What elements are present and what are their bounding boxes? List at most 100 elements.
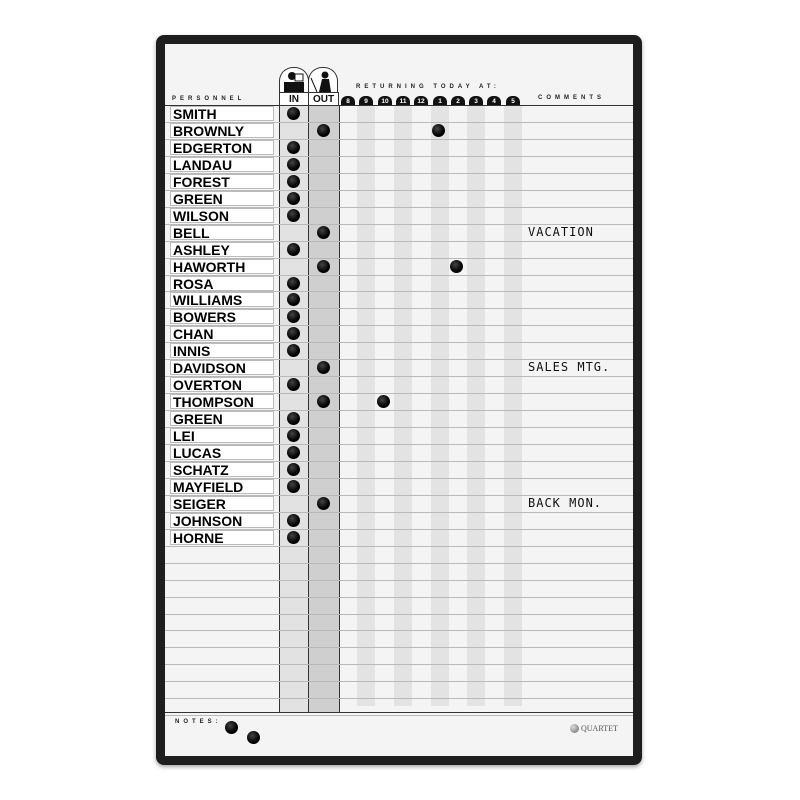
status-magnet-in[interactable] <box>287 242 300 256</box>
comments-label: COMMENTS <box>538 95 605 101</box>
time-slot-label: 5 <box>506 96 520 106</box>
personnel-name[interactable]: CHAN <box>170 326 274 342</box>
time-column-stripe <box>357 106 375 706</box>
row-line <box>165 664 633 666</box>
person-walking-out-icon <box>308 67 338 94</box>
personnel-name[interactable]: SEIGER <box>170 495 274 511</box>
brand-logo: QUARTET <box>581 724 618 733</box>
personnel-name[interactable]: BROWNLY <box>170 122 274 138</box>
personnel-name[interactable]: SMITH <box>170 106 274 121</box>
time-slot-label: 12 <box>414 96 428 106</box>
row-line <box>165 393 633 395</box>
personnel-name[interactable]: BOWERS <box>170 309 274 325</box>
time-column-stripe <box>394 106 412 706</box>
row-line <box>165 342 633 344</box>
status-magnet-out[interactable] <box>317 395 330 409</box>
status-magnet-in[interactable] <box>287 412 300 426</box>
status-magnet-in[interactable] <box>287 191 300 205</box>
personnel-name[interactable]: HAWORTH <box>170 258 274 274</box>
personnel-name[interactable]: WILSON <box>170 207 274 223</box>
personnel-name[interactable]: EDGERTON <box>170 139 274 155</box>
time-slot-label: 10 <box>378 96 392 106</box>
time-slot-label: 11 <box>396 96 410 106</box>
personnel-name[interactable]: ROSA <box>170 275 274 291</box>
status-magnet-in[interactable] <box>287 174 300 188</box>
row-line <box>165 410 633 412</box>
time-column-stripe <box>431 106 449 706</box>
row-line <box>165 291 633 293</box>
personnel-name[interactable]: BELL <box>170 224 274 240</box>
status-magnet-in[interactable] <box>287 107 300 120</box>
personnel-name[interactable]: SCHATZ <box>170 461 274 477</box>
row-line <box>165 596 633 598</box>
status-magnet-in[interactable] <box>287 208 300 222</box>
quartet-logo-icon <box>570 724 579 733</box>
comment-text[interactable]: BACK MON. <box>528 495 603 510</box>
row-line <box>165 545 633 547</box>
row-line <box>165 308 633 310</box>
row-line <box>165 715 633 717</box>
status-magnet-in[interactable] <box>287 157 300 171</box>
row-line <box>165 359 633 361</box>
status-magnet-out[interactable] <box>317 361 330 375</box>
personnel-name[interactable]: LEI <box>170 428 274 444</box>
status-magnet-in[interactable] <box>287 378 300 392</box>
status-magnet-in[interactable] <box>287 344 300 358</box>
status-magnet-in[interactable] <box>287 276 300 290</box>
personnel-name[interactable]: INNIS <box>170 343 274 359</box>
status-magnet-out[interactable] <box>317 225 330 239</box>
personnel-name[interactable]: ASHLEY <box>170 241 274 257</box>
row-line <box>165 647 633 649</box>
row-line <box>165 240 633 242</box>
personnel-name[interactable]: GREEN <box>170 411 274 427</box>
time-slot-label: 9 <box>359 96 373 106</box>
row-line <box>165 223 633 225</box>
comment-text[interactable]: SALES MTG. <box>528 360 611 375</box>
return-time-magnet[interactable] <box>377 395 390 409</box>
notes-label: NOTES: <box>175 719 222 725</box>
row-line <box>165 444 633 445</box>
personnel-name[interactable]: GREEN <box>170 190 274 206</box>
status-magnet-in[interactable] <box>287 513 300 527</box>
return-time-magnet[interactable] <box>432 123 445 137</box>
personnel-name[interactable]: JOHNSON <box>170 512 274 528</box>
row-line <box>165 138 633 140</box>
row-line <box>165 681 633 683</box>
personnel-name[interactable]: DAVIDSON <box>170 360 274 376</box>
status-magnet-in[interactable] <box>287 140 300 154</box>
comment-text[interactable]: VACATION <box>528 224 594 239</box>
status-magnet-out[interactable] <box>317 123 330 137</box>
status-magnet-out[interactable] <box>317 259 330 273</box>
return-time-magnet[interactable] <box>450 259 463 273</box>
status-magnet-in[interactable] <box>287 293 300 307</box>
personnel-name[interactable]: WILLIAMS <box>170 292 274 308</box>
row-line <box>165 460 633 462</box>
row-line <box>165 528 633 530</box>
status-magnet-in[interactable] <box>287 530 300 544</box>
row-line <box>165 477 633 479</box>
status-magnet-in[interactable] <box>287 479 300 493</box>
status-magnet-in[interactable] <box>287 327 300 341</box>
status-magnet-in[interactable] <box>287 310 300 324</box>
personnel-name[interactable]: OVERTON <box>170 377 274 393</box>
row-line <box>165 427 633 429</box>
row-line <box>165 494 633 496</box>
personnel-name[interactable]: FOREST <box>170 173 274 189</box>
time-column-stripe <box>504 106 522 706</box>
status-magnet-in[interactable] <box>287 462 300 476</box>
status-magnet-in[interactable] <box>287 429 300 443</box>
personnel-name[interactable]: HORNE <box>170 529 274 545</box>
row-line <box>165 274 633 276</box>
personnel-name[interactable]: MAYFIELD <box>170 478 274 494</box>
row-line <box>165 630 633 632</box>
status-magnet-out[interactable] <box>317 496 330 510</box>
personnel-name[interactable]: LUCAS <box>170 445 274 460</box>
notes-magnet[interactable] <box>247 731 260 744</box>
row-line <box>165 562 633 564</box>
row-line <box>165 189 633 191</box>
personnel-name[interactable]: LANDAU <box>170 156 274 172</box>
personnel-name[interactable]: THOMPSON <box>170 394 274 410</box>
status-magnet-in[interactable] <box>287 446 300 459</box>
notes-magnet[interactable] <box>225 721 238 734</box>
time-column-stripe <box>467 106 485 706</box>
